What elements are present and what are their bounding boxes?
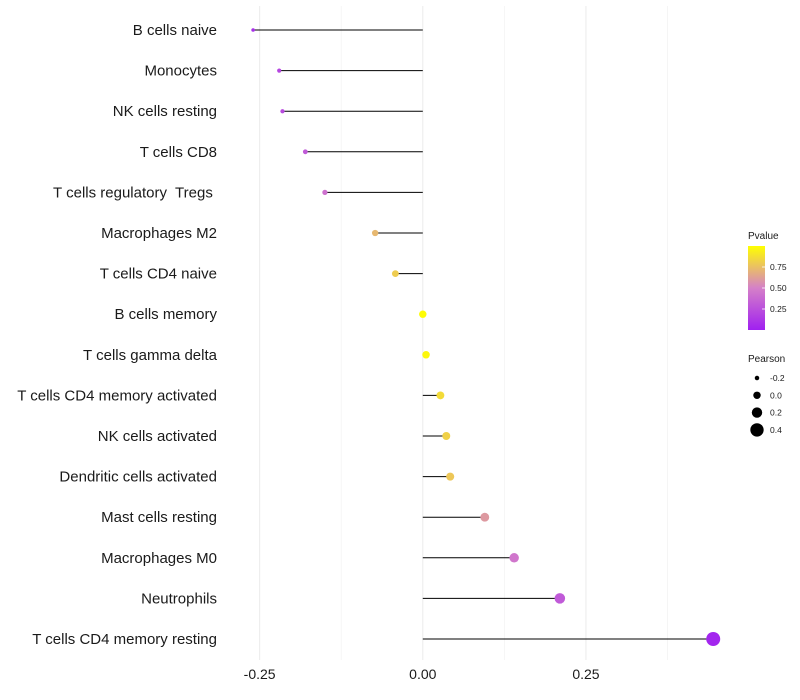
stems [253,29,714,640]
point-13 [480,512,490,522]
point-6 [371,229,379,237]
row-label: Monocytes [144,63,217,80]
row-label: Macrophages M0 [101,550,217,567]
pvalue-legend-label: 0.25 [770,304,787,314]
pearson-legend-title: Pearson [748,354,785,365]
pearson-legend: Pearson -0.2 0.0 0.2 0.4 [748,354,785,437]
pearson-legend-label: 0.2 [770,408,782,418]
pearson-legend-key [753,391,761,400]
point-10 [436,391,445,400]
grid-lines [259,6,668,660]
row-label: Neutrophils [141,590,217,607]
point-7 [391,270,399,278]
row-label: T cells CD4 memory activated [17,387,217,404]
row-label: Dendritic cells activated [59,469,217,486]
row-label: T cells gamma delta [83,347,218,364]
x-tick-label: 0.25 [572,666,599,682]
row-label: T cells regulatory Tregs [53,184,217,201]
point-8 [419,310,427,318]
pvalue-colorbar [748,246,765,330]
pearson-legend-key [754,375,760,381]
point-15 [554,593,566,604]
pearson-legend-key [750,423,764,437]
point-9 [422,351,430,359]
point-4 [302,149,308,155]
point-12 [446,472,455,481]
point-2 [277,68,282,73]
point-3 [280,109,285,114]
row-label: Mast cells resting [101,509,217,526]
row-label: B cells memory [114,306,217,323]
pearson-legend-label: 0.0 [770,390,782,400]
pvalue-legend-title: Pvalue [748,231,779,242]
point-14 [509,553,519,563]
point-16 [706,632,721,646]
point-1 [251,28,255,32]
pearson-legend-label: -0.2 [770,373,785,383]
row-label: NK cells resting [113,103,217,120]
pearson-legend-key [751,407,763,418]
x-tick-label: -0.25 [244,666,276,682]
row-label: T cells CD4 naive [100,266,217,283]
row-label: Macrophages M2 [101,225,217,242]
row-label: T cells CD8 [140,144,217,161]
row-label: B cells naive [133,22,217,39]
point-11 [442,432,451,440]
pearson-legend-label: 0.4 [770,425,782,435]
pvalue-legend: Pvalue 0.75 0.50 0.25 [748,231,787,330]
pvalue-legend-label: 0.50 [770,283,787,293]
row-label: T cells CD4 memory resting [32,631,217,648]
row-labels: B cells naive Monocytes NK cells resting T … [17,22,217,648]
point-5 [322,189,328,196]
row-label: NK cells activated [98,428,217,445]
pvalue-legend-label: 0.75 [770,262,787,272]
points [251,28,721,646]
x-tick-label: 0.00 [409,666,436,682]
x-axis-ticks: -0.25 0.00 0.25 [244,666,600,682]
